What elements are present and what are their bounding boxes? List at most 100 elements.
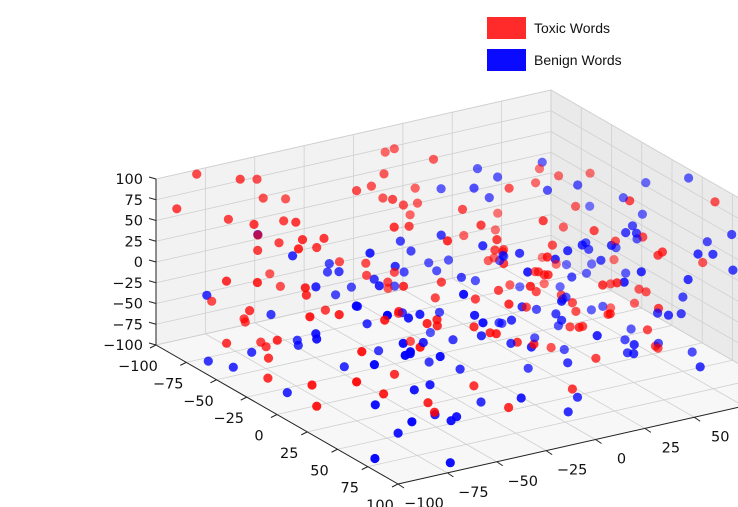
grid-line xyxy=(155,172,552,263)
data-point-benign xyxy=(499,251,509,262)
data-point-toxic xyxy=(469,322,479,332)
data-point-benign xyxy=(530,333,540,343)
grid-line xyxy=(155,131,552,221)
data-point-benign xyxy=(288,251,298,261)
data-point-benign xyxy=(369,360,379,370)
data-point-benign xyxy=(339,362,349,372)
z-tick xyxy=(148,321,157,325)
data-point-benign xyxy=(653,308,663,318)
data-point-benign xyxy=(393,428,403,438)
data-point-toxic xyxy=(252,277,262,288)
data-point-toxic xyxy=(192,169,202,179)
data-point-toxic xyxy=(457,204,468,214)
data-point-benign xyxy=(446,416,456,426)
data-point-benign xyxy=(374,346,384,356)
data-point-benign xyxy=(362,319,372,329)
data-point-toxic xyxy=(537,252,547,262)
data-point-toxic xyxy=(459,230,469,241)
data-point-toxic xyxy=(334,257,345,267)
data-point-toxic xyxy=(366,181,376,191)
data-point-toxic xyxy=(485,328,495,338)
data-point-toxic xyxy=(493,208,503,218)
data-point-toxic xyxy=(380,315,390,325)
data-point-benign xyxy=(311,329,321,339)
x-tick-label: 100 xyxy=(366,498,394,507)
legend-label-toxic: Toxic Words xyxy=(534,20,610,36)
data-point-benign xyxy=(728,265,738,275)
data-point-toxic xyxy=(430,293,440,303)
data-point-benign xyxy=(497,318,507,328)
z-tick-label: 50 xyxy=(125,214,143,230)
data-point-toxic xyxy=(253,245,263,255)
data-point-benign xyxy=(559,344,569,355)
z-tick xyxy=(148,238,157,242)
grid-line xyxy=(307,342,703,433)
y-tick-label: −50 xyxy=(507,474,538,490)
data-point-benign xyxy=(515,282,525,292)
data-point-benign xyxy=(587,259,597,269)
x-tick xyxy=(180,361,187,366)
data-point-benign xyxy=(695,362,705,372)
data-point-benign xyxy=(687,347,697,357)
data-point-toxic xyxy=(653,343,663,353)
data-point-benign xyxy=(708,249,718,259)
data-point-toxic xyxy=(490,245,500,255)
x-tick-label: 50 xyxy=(310,463,328,479)
data-point-benign xyxy=(621,268,631,278)
data-point-benign xyxy=(395,236,405,246)
data-point-toxic xyxy=(256,337,266,347)
data-point-benign xyxy=(346,282,356,292)
data-point-benign xyxy=(470,276,480,286)
data-point-toxic xyxy=(389,222,399,232)
data-point-benign xyxy=(478,241,488,251)
data-point-toxic xyxy=(585,168,595,178)
x-tick xyxy=(270,414,278,418)
data-point-toxic xyxy=(493,285,504,295)
legend-swatch-toxic xyxy=(487,17,526,39)
z-tick xyxy=(148,259,157,263)
data-point-benign xyxy=(432,266,442,276)
data-point-toxic xyxy=(538,216,548,226)
data-point-toxic xyxy=(412,198,423,208)
data-point-toxic xyxy=(240,317,250,327)
data-point-toxic xyxy=(571,201,581,211)
data-point-benign xyxy=(676,309,686,319)
data-point-toxic xyxy=(521,302,531,312)
data-point-benign xyxy=(331,290,341,300)
data-point-benign xyxy=(365,248,375,258)
data-point-toxic xyxy=(470,294,480,304)
data-point-toxic xyxy=(653,250,663,260)
data-point-toxic xyxy=(357,347,367,357)
grid-line xyxy=(550,131,738,240)
data-point-toxic xyxy=(383,283,393,293)
data-point-benign xyxy=(678,292,688,302)
x-tick xyxy=(210,379,217,384)
data-point-toxic xyxy=(320,305,330,315)
grid-line xyxy=(550,172,738,281)
data-point-benign xyxy=(405,349,415,359)
data-point-toxic xyxy=(361,258,371,268)
data-point-toxic xyxy=(405,210,415,220)
data-point-benign xyxy=(399,267,409,277)
data-point-benign xyxy=(572,392,583,402)
z-tick xyxy=(148,342,157,346)
x-tick xyxy=(331,448,338,453)
data-point-benign xyxy=(629,340,639,350)
data-point-benign xyxy=(542,185,553,195)
data-point-benign xyxy=(573,180,583,190)
data-point-benign xyxy=(311,282,321,292)
legend: Toxic Words Benign Words xyxy=(487,17,622,81)
data-point-benign xyxy=(563,246,573,256)
data-point-toxic xyxy=(598,280,608,290)
data-point-benign xyxy=(622,348,633,358)
grid-line xyxy=(550,89,738,198)
data-point-toxic xyxy=(258,193,268,203)
data-point-benign xyxy=(523,267,533,277)
data-point-toxic xyxy=(591,353,601,363)
data-point-benign xyxy=(611,243,621,253)
data-point-benign xyxy=(456,272,466,282)
x-tick-label: −50 xyxy=(183,394,214,410)
data-point-toxic xyxy=(362,270,372,280)
grid-line xyxy=(550,110,738,219)
data-point-toxic xyxy=(404,221,414,231)
